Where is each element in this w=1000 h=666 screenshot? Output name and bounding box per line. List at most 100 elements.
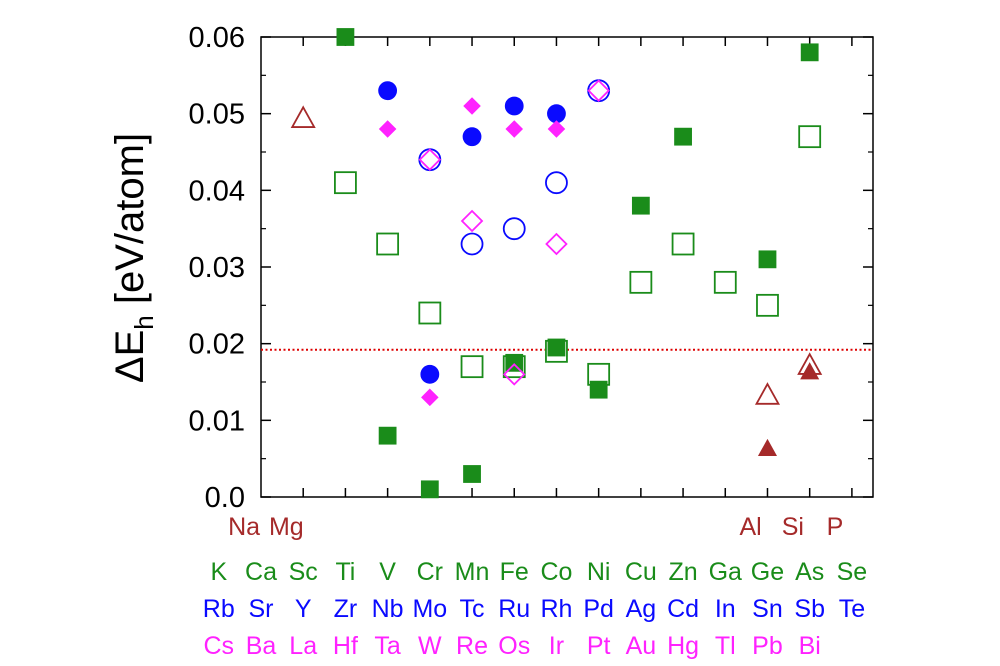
element-label: Zr (334, 595, 358, 623)
element-label: Tc (460, 595, 485, 623)
element-label: La (289, 632, 317, 660)
data-point-circle-open (460, 232, 484, 256)
data-point-square-open (460, 355, 484, 379)
y-axis-label-subscript: h (129, 315, 159, 329)
data-point-diamond-filled (463, 97, 481, 115)
element-label: Ba (246, 632, 277, 660)
element-label: Zn (668, 558, 697, 586)
data-point-square-open (756, 293, 779, 317)
element-label: Re (456, 632, 488, 660)
element-label: Cu (625, 558, 657, 586)
data-point-circle-filled (462, 127, 482, 147)
element-label: Te (839, 595, 865, 623)
data-point-diamond-filled (378, 120, 397, 138)
data-point-square-open (713, 270, 737, 294)
element-label: Nb (372, 595, 404, 623)
y-tick-label: 0.01 (189, 405, 245, 437)
element-labels: Na Mg Al Si P K Ca Sc Ti V Cr Mn Fe Co Ni Cu Zn Ga Ge As Se R… (203, 513, 867, 660)
element-label: W (418, 632, 442, 660)
data-point-circle-open (502, 217, 526, 241)
data-point-circle-open (545, 171, 568, 195)
data-point-square-open (798, 125, 822, 149)
data-point-square-filled (463, 465, 481, 483)
data-point-square-filled (631, 196, 650, 215)
element-label: Mn (455, 558, 490, 586)
element-label: Rb (203, 595, 235, 623)
data-point-square-open (418, 301, 442, 325)
y-tick-label: 0.04 (189, 175, 245, 207)
data-point-diamond-filled (547, 120, 566, 138)
data-point-square-open (334, 171, 357, 195)
element-label: Cd (667, 595, 699, 623)
element-label: Sb (794, 595, 825, 623)
element-label: Sn (752, 595, 783, 623)
data-point-circle-filled (504, 96, 524, 116)
element-label: Ti (335, 558, 355, 586)
element-label: K (210, 558, 227, 586)
element-label: Ir (549, 632, 564, 660)
data-point-diamond-open (460, 209, 484, 233)
element-label: Os (498, 632, 530, 660)
element-label: Ru (498, 595, 530, 623)
data-point-circle-filled (420, 364, 440, 384)
data-point-triangle-open (754, 382, 781, 405)
data-point-triangle-filled (800, 362, 820, 380)
element-label: Rh (540, 595, 572, 623)
data-point-square-filled (758, 250, 777, 269)
data-point-circle-filled (378, 81, 398, 101)
data-point-circle-filled (547, 104, 566, 124)
y-tick-label: 0.03 (189, 252, 245, 284)
data-point-diamond-open (587, 79, 610, 102)
element-label: Y (295, 595, 312, 623)
y-axis-label-text: ΔEh [eV/atom] (108, 133, 159, 383)
element-label: Tl (715, 632, 736, 660)
element-label: Pb (752, 632, 783, 660)
y-axis-label-unit: [eV/atom] (108, 133, 152, 315)
element-label: Au (626, 632, 657, 660)
x-axis-ticks (302, 37, 853, 497)
data-point-square-open (376, 232, 400, 256)
data-point-diamond-open (418, 148, 442, 171)
element-label: Ca (245, 558, 277, 586)
data-point-square-filled (505, 353, 524, 372)
y-tick-label: 0.05 (189, 99, 245, 131)
element-label: Na (228, 513, 260, 541)
element-label: Fe (500, 558, 529, 586)
element-label: Mo (412, 595, 447, 623)
element-label: V (379, 558, 396, 586)
data-point-diamond-filled (505, 120, 524, 138)
data-point-square-open (629, 270, 653, 294)
y-tick-label: 0.06 (189, 22, 245, 54)
element-label: Mg (269, 513, 304, 541)
element-label: Cr (417, 558, 443, 586)
y-axis-label-main: ΔE (108, 330, 152, 383)
element-label: Ni (587, 558, 611, 586)
element-label: Si (782, 513, 804, 541)
data-points (290, 28, 823, 499)
data-point-diamond-filled (421, 388, 439, 407)
data-point-square-filled (420, 480, 439, 499)
element-label: As (795, 558, 824, 586)
data-point-square-filled (674, 127, 692, 146)
element-label: Pd (583, 595, 614, 623)
data-point-square-filled (589, 380, 608, 399)
y-axis-label: ΔEh [eV/atom] (108, 133, 159, 383)
element-label: Cs (204, 632, 235, 660)
element-label: Bi (799, 632, 821, 660)
data-point-square-filled (547, 338, 566, 357)
element-label: In (715, 595, 736, 623)
data-point-square-filled (378, 426, 397, 445)
element-label: Ta (374, 632, 401, 660)
element-label: P (827, 513, 844, 541)
data-point-triangle-open (290, 105, 316, 128)
element-label: Se (837, 558, 868, 586)
element-label: Sc (289, 558, 318, 586)
element-label: Co (540, 558, 572, 586)
element-label: Hf (333, 632, 358, 660)
data-point-square-open (671, 232, 695, 256)
element-label: Hg (667, 632, 699, 660)
data-point-square-filled (336, 28, 355, 46)
element-label: Ge (751, 558, 784, 586)
